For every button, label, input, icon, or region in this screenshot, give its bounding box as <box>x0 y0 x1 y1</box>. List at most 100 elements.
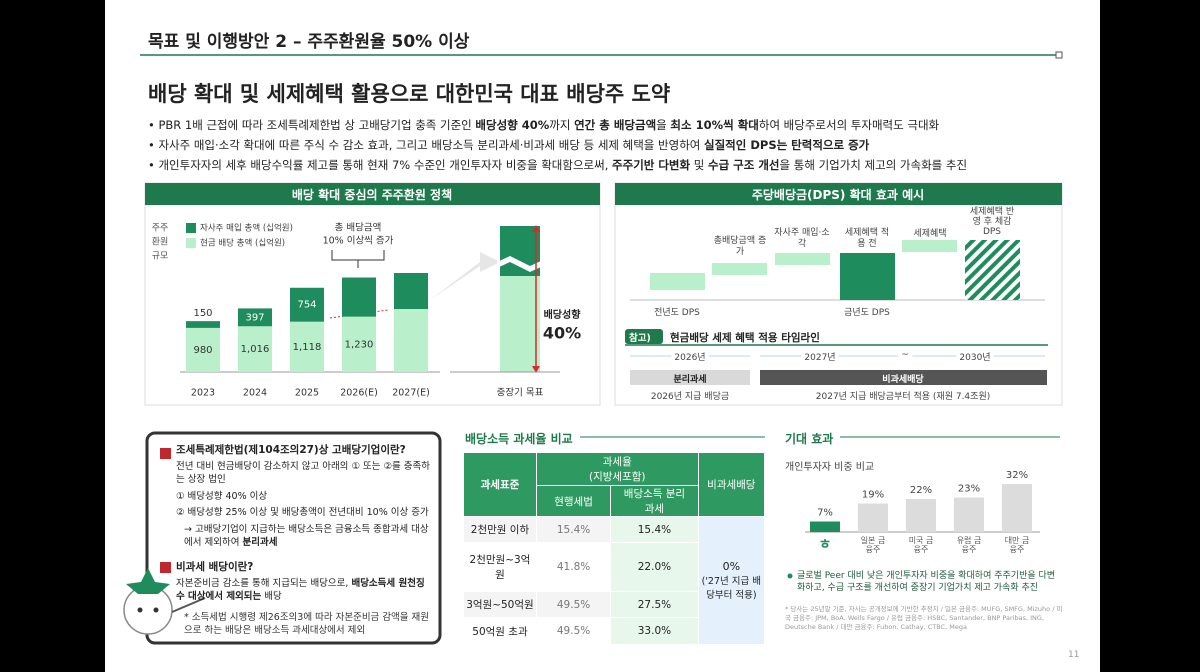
text: 을 통해 기업가치 제고의 가속화를 추진 <box>779 158 968 172</box>
cell: 22.0% <box>610 542 699 593</box>
bar-segment <box>342 277 376 317</box>
cell: 2천만원~3억원 <box>463 542 537 593</box>
phase-note: 2027년 지급 배당금부터 적용 (재원 7.4조원) <box>815 392 991 402</box>
panel-title: 배당 확대 중심의 주주환원 정책 <box>291 188 453 202</box>
row: 2천만원 이하 15.4% 15.4% 0% ('27년 지급 배당부터 적용) <box>463 515 766 645</box>
value-label: 19% <box>862 490 884 501</box>
info-box <box>145 431 442 645</box>
value-label: 1,230 <box>345 339 374 350</box>
note: * 소득세법 시행령 제26조의3에 따라 자본준비금 감액을 재원으로 하는 … <box>184 612 430 636</box>
result: → 고배당기업이 지급하는 배당소득은 금융소득 종합과세 대상에서 제외하여 … <box>176 523 431 549</box>
header-cell: 과세표준 <box>463 452 537 517</box>
desc: 자본준비금 감소를 통해 지급되는 배당으로, 배당소득세 원천징수 대상에서 … <box>176 577 431 603</box>
cell: 0% ('27년 지급 배당부터 적용) <box>697 516 766 645</box>
section-title: 목표 및 이행방안 2 – 주주환원율 50% 이상 <box>148 32 470 52</box>
x-tick-label: 2024 <box>243 388 267 399</box>
bar-segment <box>186 321 220 328</box>
item: ① 배당성향 40% 이상 <box>176 491 268 502</box>
header-square <box>1055 51 1063 59</box>
cell: 33.0% <box>610 617 699 645</box>
text: → 고배당기업이 지급하는 배당소득은 금융소득 종합과세 대상에서 제외하여 <box>184 524 429 548</box>
panel-title-bar <box>145 183 600 205</box>
text: 자본준비금 감소를 통해 지급되는 배당으로, <box>176 578 352 589</box>
x-tick-label: 대만 금융주 <box>1004 536 1030 554</box>
headline: 배당 확대 및 세제혜택 활용으로 대한민국 대표 배당주 도약 <box>148 82 671 106</box>
header-cell: 비과세배당 <box>697 452 766 517</box>
bullet-list: • PBR 1배 근접에 따라 조세특례제한법 상 고배당기업 충족 기준인 배… <box>148 115 967 175</box>
legend-swatch <box>186 223 196 233</box>
payout-label: 배당성향 <box>544 308 582 321</box>
tax-table: 과세표준 과세율 (지방세포함) 비과세배당 현행세법 배당소득 분리과세 2천만… <box>463 452 766 645</box>
company-logo: ㅎ <box>819 537 832 553</box>
text: 0% <box>722 560 741 573</box>
dps-box <box>902 240 957 252</box>
x-tick-label: 2027(E) <box>392 388 430 399</box>
item: ② 배당성향 25% 이상 및 배당총액이 전년대비 10% 이상 증가 <box>176 507 429 518</box>
value-label: 397 <box>245 312 264 323</box>
text: (지방세포함) <box>589 471 646 483</box>
y-axis-label: 환원 <box>152 236 169 248</box>
bar-segment <box>290 321 324 372</box>
desc: 전년 대비 현금배당이 감소하지 않고 아래의 ① 또는 ②를 충족하는 상장 … <box>176 461 430 485</box>
y-axis-label: 규모 <box>152 251 169 262</box>
bar-segment <box>290 287 324 322</box>
mascot-eye <box>137 607 143 613</box>
arrow-shape <box>430 252 500 300</box>
text: 주주기반 다변화 <box>612 158 691 172</box>
value-label: 1,016 <box>241 344 270 355</box>
step-label: 자사주 매입·소각 <box>774 228 830 249</box>
badge-text: 참고) <box>629 333 651 344</box>
step-label: 총배당금액 증가 <box>713 236 767 257</box>
chart-title: 개인투자자 비중 비교 <box>785 462 875 473</box>
legend-label: 현금 배당 총액 (십억원) <box>200 238 285 249</box>
text: 수급 구조 개선 <box>708 158 780 172</box>
bar-segment <box>342 316 376 372</box>
header-cell: 현행세법 <box>535 485 612 517</box>
bar-segment <box>394 273 428 309</box>
bar-segment <box>238 326 272 372</box>
value-label: 22% <box>910 485 932 496</box>
dps-label: 전년도 DPS <box>654 308 700 318</box>
text: 및 <box>690 158 709 172</box>
footnote: * 당사는 25년말 기준, 자사는 공개정보에 기반한 추정치 / 일본 금융… <box>785 605 1063 631</box>
cell: 49.5% <box>535 617 612 645</box>
text: 실질적인 DPS는 탄력적으로 증가 <box>704 138 870 152</box>
mascot-eye <box>153 607 159 613</box>
step-label: 세제혜택 적용 전 <box>844 228 890 249</box>
bar <box>1002 484 1032 532</box>
text: 개인투자자의 세후 배당수익률 제고를 통해 현재 7% 수준인 개인투자자 비… <box>158 158 613 172</box>
x-tick-label: 2026(E) <box>340 388 378 399</box>
text: ('27년 지급 배당부터 적용) <box>701 576 762 601</box>
text: 분리과세 <box>242 537 278 548</box>
dps-box-hatched <box>965 240 1020 300</box>
x-tick-label: 일본 금융주 <box>860 536 886 554</box>
target-bar <box>500 276 540 372</box>
section-title: 배당소득 과세율 비교 <box>465 432 573 446</box>
cell: 50억원 초과 <box>463 617 537 645</box>
value-label: 23% <box>958 484 980 495</box>
value-label: 32% <box>1006 470 1028 481</box>
text: 까지 <box>549 118 575 132</box>
y-axis-label: 주주 <box>152 223 169 234</box>
phase-bar <box>630 370 750 385</box>
x-tick-label: 미국 금융주 <box>908 536 934 554</box>
text: 하여 배당주로서의 투자매력도 극대화 <box>758 118 940 132</box>
page-number: 11 <box>1068 650 1080 660</box>
value-label: 150 <box>193 308 212 319</box>
step-label: 세제혜택 <box>913 229 947 239</box>
year-label: 2027년 <box>801 350 839 363</box>
timeline-title: 현금배당 세제 혜택 적용 타임라인 <box>670 332 820 344</box>
x-tick-label: 유럽 금융주 <box>956 536 982 554</box>
bullet: • PBR 1배 근접에 따라 조세특례제한법 상 고배당기업 충족 기준인 배… <box>148 118 940 132</box>
text: 연간 총 배당금액 <box>574 118 657 132</box>
cell: 15.4% <box>535 515 612 544</box>
dps-box <box>775 253 830 265</box>
text: 자사주 매입·소각 확대에 따른 주식 수 감소 효과, 그리고 배당소득 분리… <box>158 138 705 152</box>
cell: 41.8% <box>535 542 612 593</box>
x-tick-label: 2023 <box>191 388 215 399</box>
break-mark <box>497 256 543 272</box>
phase-bar <box>760 370 1047 385</box>
bar-segment <box>186 327 220 372</box>
